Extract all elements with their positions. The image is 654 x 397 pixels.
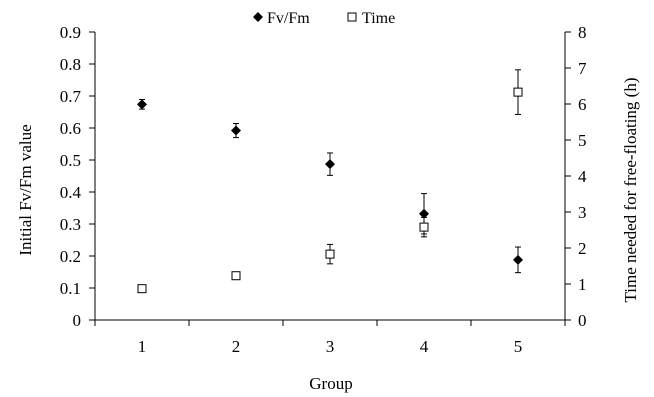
y-right-tick-label: 1 bbox=[578, 275, 587, 294]
data-point-fv-fm bbox=[419, 208, 429, 219]
x-tick-label: 1 bbox=[138, 337, 147, 356]
y-left-tick-label: 0.5 bbox=[60, 151, 81, 170]
x-tick-label: 2 bbox=[232, 337, 241, 356]
y-left-tick-label: 0.2 bbox=[60, 247, 81, 266]
y-right-tick-label: 4 bbox=[578, 167, 587, 186]
y-right-axis-title: Time needed for free-floating (h) bbox=[621, 77, 640, 302]
legend-label-fv-fm: Fv/Fm bbox=[267, 10, 310, 27]
data-point-time bbox=[325, 249, 335, 259]
y-left-tick-label: 0.1 bbox=[60, 279, 81, 298]
legend-marker-time bbox=[347, 12, 357, 22]
y-right-tick-label: 0 bbox=[578, 311, 587, 330]
y-right-tick-label: 8 bbox=[578, 23, 587, 42]
y-left-tick-labels: 0 0.1 0.2 0.3 0.4 0.5 0.6 0.7 0.8 0.9 bbox=[60, 23, 82, 330]
x-tick-label: 3 bbox=[326, 337, 335, 356]
x-tick-label: 4 bbox=[420, 337, 429, 356]
data-point-time bbox=[513, 87, 523, 97]
y-left-tick-label: 0 bbox=[73, 311, 82, 330]
y-right-tick-labels: 0 1 2 3 4 5 6 7 8 bbox=[578, 23, 587, 330]
y-left-tick-label: 0.6 bbox=[60, 119, 81, 138]
axes bbox=[89, 31, 571, 326]
legend-label-time: Time bbox=[362, 10, 395, 27]
y-right-tick-label: 2 bbox=[578, 239, 587, 258]
y-left-axis-title: Initial Fv/Fm value bbox=[16, 124, 35, 255]
y-right-tick-label: 3 bbox=[578, 203, 587, 222]
y-left-tick-label: 0.3 bbox=[60, 215, 81, 234]
legend: Fv/Fm Time bbox=[253, 10, 395, 27]
legend-marker-fv-fm bbox=[253, 12, 263, 22]
x-axis-title: Group bbox=[309, 374, 352, 393]
y-left-tick-label: 0.4 bbox=[60, 183, 82, 202]
series-fv-fm bbox=[137, 99, 523, 274]
y-left-tick-label: 0.8 bbox=[60, 55, 81, 74]
data-point-fv-fm bbox=[513, 254, 523, 265]
y-left-tick-label: 0.9 bbox=[60, 23, 81, 42]
y-right-tick-label: 5 bbox=[578, 131, 587, 150]
x-tick-label: 5 bbox=[514, 337, 523, 356]
series-time bbox=[137, 69, 523, 294]
data-point-time bbox=[419, 222, 429, 232]
y-left-tick-label: 0.7 bbox=[60, 87, 82, 106]
data-point-time bbox=[137, 284, 147, 294]
y-right-tick-label: 6 bbox=[578, 95, 587, 114]
data-point-fv-fm bbox=[231, 125, 241, 136]
y-right-tick-label: 7 bbox=[578, 59, 587, 78]
x-tick-labels: 1 2 3 4 5 bbox=[138, 337, 523, 356]
data-point-time bbox=[231, 271, 241, 281]
data-point-fv-fm bbox=[325, 159, 335, 170]
data-point-fv-fm bbox=[137, 99, 147, 110]
